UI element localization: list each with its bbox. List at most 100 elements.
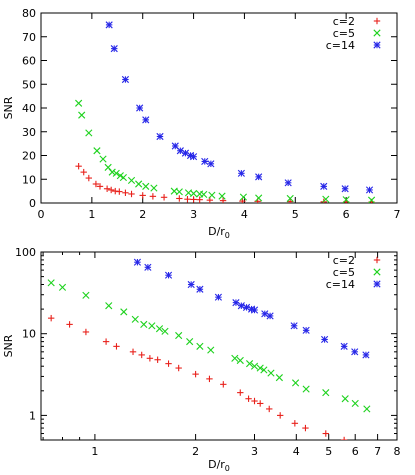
data-point-c-5	[267, 369, 275, 377]
data-point-c-14	[232, 299, 240, 307]
data-point-c-14	[302, 326, 310, 334]
data-point-c-5	[155, 325, 164, 333]
x-axis-label: D/r0	[208, 458, 230, 473]
y-tick-label: 30	[22, 126, 36, 139]
data-point-c-5	[105, 302, 113, 310]
data-point-c-5	[208, 191, 216, 199]
data-point-c-2	[165, 360, 172, 367]
data-point-c-5	[322, 389, 330, 397]
data-point-c-5	[189, 189, 198, 198]
legend-marker	[373, 41, 381, 49]
data-point-c-2	[302, 424, 309, 432]
data-point-c-14	[341, 185, 349, 193]
data-point-c-2	[80, 168, 87, 176]
x-tick-label: 6	[352, 445, 359, 458]
x-tick-label: 1	[88, 208, 95, 221]
data-point-c-5	[78, 111, 86, 119]
data-point-c-14	[321, 335, 329, 344]
data-point-c-5	[175, 188, 183, 196]
data-point-c-2	[128, 190, 135, 198]
data-point-c-2	[175, 364, 182, 372]
data-point-c-2	[257, 400, 264, 407]
y-axis-label: SNR	[2, 96, 15, 119]
tick-labels: 1 2 3 4 5 6 7 8 1 10 100	[15, 246, 401, 458]
data-point-c-2	[107, 186, 115, 194]
snr-loglog-chart: 1 2 3 4 5 6 7 8 1 10 100 c=2c=5c=14 SNR D/r0	[2, 246, 401, 473]
data-point-c-2	[85, 174, 93, 182]
data-point-c-14	[266, 312, 274, 320]
data-point-c-2	[364, 445, 370, 451]
x-tick-label: 7	[374, 445, 381, 458]
legend-marker	[373, 280, 381, 288]
legend-marker	[373, 17, 381, 25]
data-point-c-5	[127, 176, 136, 185]
data-point-c-2	[220, 381, 227, 388]
data-point-c-14	[187, 280, 195, 289]
data-point-c-5	[120, 308, 128, 316]
data-point-c-2	[154, 356, 161, 363]
data-point-c-14	[201, 157, 209, 166]
data-point-c-2	[190, 196, 197, 203]
data-point-c-2	[184, 196, 191, 203]
data-points	[75, 21, 376, 203]
legend-marker	[373, 29, 381, 37]
y-axis-label: SNR	[2, 334, 15, 357]
x-tick-label: 8	[394, 445, 401, 458]
x-tick-label: 3	[251, 445, 258, 458]
legend: c=2c=5c=14	[326, 254, 381, 291]
x-tick-label: 2	[139, 208, 146, 221]
data-point-c-2	[96, 183, 104, 190]
y-tick-label: 70	[22, 31, 36, 44]
data-point-c-2	[122, 189, 129, 196]
data-point-c-5	[291, 379, 300, 387]
axis-ticks	[41, 251, 398, 441]
legend-label: c=2	[333, 254, 355, 267]
data-point-c-2	[322, 430, 329, 437]
x-tick-label: 5	[325, 445, 332, 458]
data-point-c-14	[196, 285, 204, 293]
y-tick-label: 60	[22, 55, 36, 68]
data-point-c-2	[103, 185, 111, 192]
data-point-c-5	[135, 180, 143, 188]
legend-marker	[373, 268, 381, 276]
data-point-c-2	[138, 351, 145, 359]
data-point-c-14	[290, 322, 298, 330]
x-tick-label: 7	[394, 208, 401, 221]
data-point-c-5	[82, 291, 90, 299]
x-axis-label-subscript: 0	[225, 231, 230, 240]
data-point-c-2	[149, 193, 157, 200]
data-point-c-14	[284, 179, 292, 187]
data-point-c-5	[236, 356, 244, 365]
data-point-c-5	[239, 193, 248, 201]
data-point-c-2	[75, 162, 82, 170]
legend-marker	[373, 256, 381, 264]
data-point-c-5	[148, 322, 156, 330]
data-point-c-5	[245, 360, 254, 368]
data-point-c-2	[206, 196, 214, 203]
legend-label: c=14	[326, 39, 355, 52]
data-point-c-14	[121, 75, 130, 84]
y-tick-label: 100	[15, 246, 36, 259]
data-point-c-14	[250, 306, 259, 314]
y-tick-label: 10	[22, 173, 36, 186]
data-point-c-5	[175, 331, 183, 340]
x-axis-label: D/r0	[208, 225, 230, 240]
data-point-c-14	[237, 169, 245, 177]
legend-label: c=14	[326, 278, 355, 291]
data-point-c-14	[156, 132, 164, 141]
x-axis-label-main: D/r	[208, 458, 225, 471]
data-point-c-2	[113, 343, 120, 350]
x-axis-label-subscript: 0	[225, 464, 230, 473]
legend: c=2c=5c=14	[326, 15, 381, 52]
data-point-c-2	[66, 321, 73, 328]
legend-label: c=2	[333, 15, 355, 28]
data-point-c-5	[367, 196, 376, 203]
data-point-c-5	[363, 405, 371, 413]
y-tick-label: 10	[22, 328, 36, 341]
data-point-c-5	[342, 196, 350, 203]
data-point-c-5	[200, 190, 208, 199]
y-tick-label: 1	[29, 409, 36, 422]
x-tick-label: 1	[91, 445, 98, 458]
x-tick-label: 3	[190, 208, 197, 221]
